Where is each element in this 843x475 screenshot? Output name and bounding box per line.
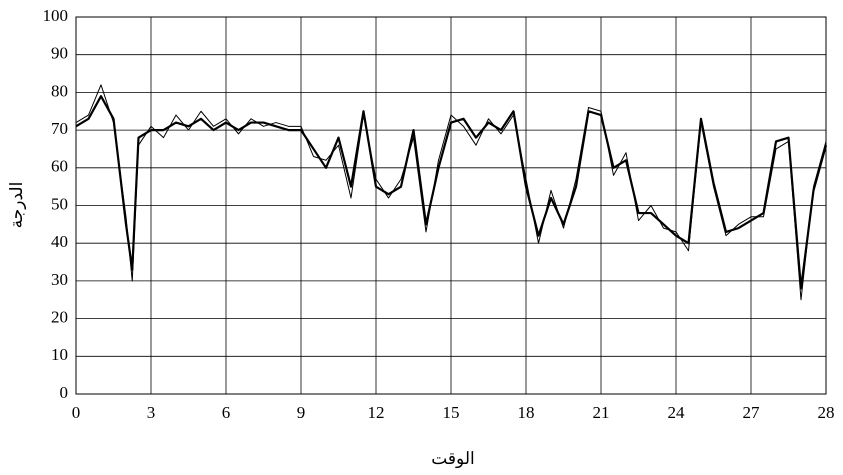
x-tick-label: 28 [818,403,835,422]
y-tick-label: 0 [60,383,69,402]
y-tick-label: 40 [51,232,68,251]
x-tick-label: 15 [443,403,460,422]
y-tick-label: 100 [43,6,69,25]
y-tick-label: 20 [51,308,68,327]
x-tick-label: 21 [593,403,610,422]
y-axis-label: الدرجة [7,182,27,229]
data-line [75,84,827,301]
y-tick-label: 60 [51,157,68,176]
y-tick-label: 10 [51,345,68,364]
y-tick-label: 90 [51,44,68,63]
x-tick-label: 24 [668,403,686,422]
x-tick-label: 18 [518,403,535,422]
y-tick-label: 30 [51,270,68,289]
x-tick-label: 12 [368,403,385,422]
y-tick-label: 80 [51,81,68,100]
y-tick-label: 70 [51,119,68,138]
x-tick-label: 0 [72,403,81,422]
x-tick-label: 9 [297,403,306,422]
x-tick-label: 3 [147,403,156,422]
x-axis-label: الوقت [431,449,475,469]
x-tick-label: 6 [222,403,231,422]
x-tick-label: 27 [743,403,761,422]
y-tick-label: 50 [51,194,68,213]
plot-frame [75,16,827,395]
